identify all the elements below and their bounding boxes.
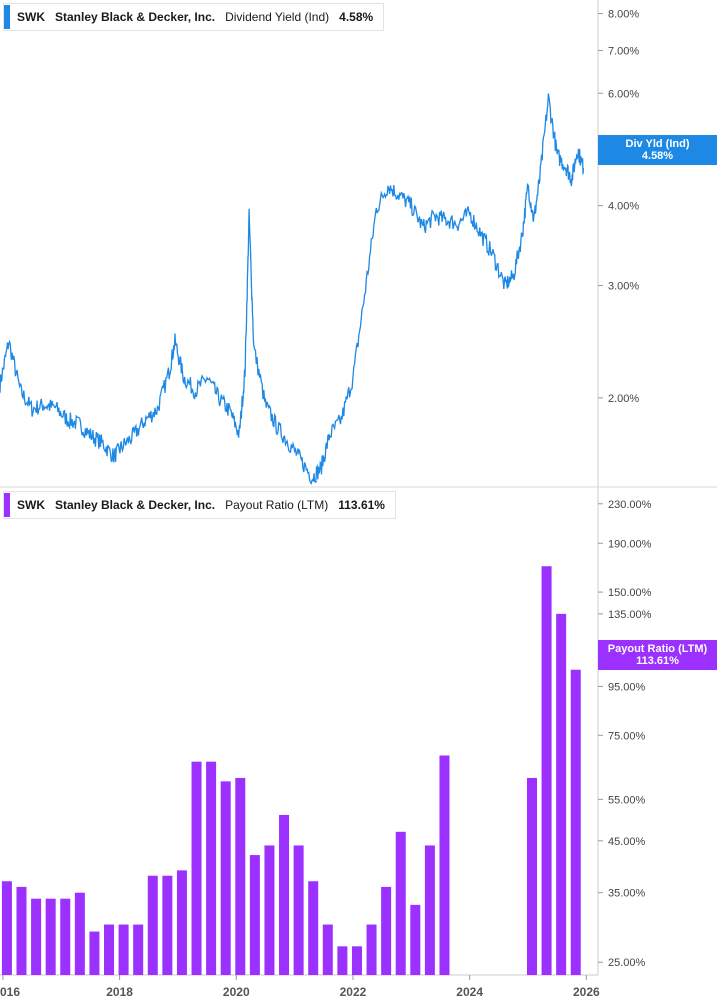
payout-ratio-bar xyxy=(176,870,187,975)
payout-ratio-bar xyxy=(191,761,202,975)
payout-ratio-bar xyxy=(74,892,85,975)
payout-ratio-bar xyxy=(89,931,100,975)
bottom-y-tick-label: 230.00% xyxy=(608,499,652,511)
top-legend-value: 4.58% xyxy=(339,10,374,24)
top-y-axis: 8.00%7.00%6.00%5.00%4.00%3.00%2.00% xyxy=(598,9,639,405)
payout-ratio-bar xyxy=(118,924,129,975)
bottom-legend-value: 113.61% xyxy=(338,498,385,512)
payout-ratio-bar xyxy=(351,946,362,975)
payout-ratio-bar xyxy=(279,814,290,975)
bottom-y-tick-label: 135.00% xyxy=(608,609,652,621)
top-tag-label: Div Yld (Ind) xyxy=(625,138,690,150)
payout-ratio-bar xyxy=(381,886,392,975)
bottom-y-tick-label: 75.00% xyxy=(608,730,646,742)
top-legend-ticker: SWK xyxy=(17,10,45,24)
top-y-tick-label: 2.00% xyxy=(608,393,639,405)
top-legend: SWK Stanley Black & Decker, Inc. Dividen… xyxy=(3,3,385,31)
payout-ratio-bar xyxy=(293,845,304,975)
bottom-legend: SWK Stanley Black & Decker, Inc. Payout … xyxy=(3,491,396,519)
x-axis: 016 2018 2020 2022 2024 2026 xyxy=(0,975,600,999)
bottom-legend-ticker: SWK xyxy=(17,498,45,512)
bottom-y-tick-label: 55.00% xyxy=(608,794,646,806)
top-y-tick-label: 8.00% xyxy=(608,9,639,21)
payout-ratio-bar xyxy=(45,898,56,975)
top-y-tick-label: 7.00% xyxy=(608,46,639,58)
payout-ratio-bar xyxy=(264,845,275,975)
top-y-tick-label: 3.00% xyxy=(608,280,639,292)
payout-ratio-bar xyxy=(249,855,260,975)
bottom-y-axis: 230.00% 190.00% 150.00% 135.00% 95.00% 75.00%… xyxy=(598,499,652,969)
payout-ratio-bar xyxy=(1,881,12,975)
payout-ratio-bar xyxy=(60,898,71,975)
bottom-legend-company: Stanley Black & Decker, Inc. xyxy=(55,498,216,512)
bottom-tag-label: Payout Ratio (LTM) xyxy=(607,643,708,655)
payout-ratio-bar xyxy=(526,777,537,975)
payout-ratio-bar xyxy=(147,875,158,975)
bottom-value-tag: Payout Ratio (LTM) 113.61% xyxy=(598,640,717,670)
x-tick-label: 2024 xyxy=(456,985,483,999)
top-y-tick-label: 4.00% xyxy=(608,201,639,213)
payout-ratio-bar xyxy=(439,755,450,975)
dividend-yield-series xyxy=(0,93,585,485)
payout-ratio-bar xyxy=(104,924,115,975)
bottom-y-tick-label: 45.00% xyxy=(608,836,646,848)
x-tick-label: 2022 xyxy=(340,985,367,999)
top-legend-company: Stanley Black & Decker, Inc. xyxy=(55,10,216,24)
payout-ratio-bar xyxy=(570,669,581,975)
x-tick-label: 016 xyxy=(0,985,20,999)
bottom-y-tick-label: 190.00% xyxy=(608,538,652,550)
payout-ratio-bar xyxy=(322,924,333,975)
bottom-y-tick-label: 150.00% xyxy=(608,587,652,599)
payout-ratio-bar xyxy=(410,904,421,975)
top-y-tick-label: 6.00% xyxy=(608,88,639,100)
x-tick-label: 2018 xyxy=(106,985,133,999)
bottom-legend-metric: Payout Ratio (LTM) xyxy=(225,498,329,512)
payout-ratio-bar xyxy=(162,875,173,975)
payout-ratio-bar xyxy=(366,924,377,975)
bottom-legend-swatch xyxy=(4,493,10,517)
payout-ratio-bar xyxy=(541,566,552,975)
payout-ratio-bar xyxy=(235,777,246,975)
top-legend-metric: Dividend Yield (Ind) xyxy=(225,10,330,24)
payout-ratio-bar xyxy=(16,886,27,975)
x-tick-label: 2020 xyxy=(223,985,250,999)
payout-ratio-bar xyxy=(308,881,319,975)
payout-ratio-bar xyxy=(337,946,348,975)
payout-ratio-bar xyxy=(133,924,144,975)
bottom-tag-value: 113.61% xyxy=(636,655,679,667)
top-tag-value: 4.58% xyxy=(641,150,674,162)
payout-ratio-bar xyxy=(206,761,217,975)
top-value-tag: Div Yld (Ind) 4.58% xyxy=(598,135,717,165)
payout-ratio-bar xyxy=(424,845,435,975)
payout-ratio-bar xyxy=(556,613,567,975)
payout-ratio-series xyxy=(1,566,581,975)
payout-ratio-bar xyxy=(395,831,406,975)
top-legend-swatch xyxy=(4,5,10,29)
payout-ratio-bar xyxy=(220,781,231,975)
bottom-y-tick-label: 95.00% xyxy=(608,681,646,693)
payout-ratio-bar xyxy=(31,898,42,975)
bottom-y-tick-label: 35.00% xyxy=(608,888,646,900)
dividend-yield-line xyxy=(0,93,585,485)
x-tick-label: 2026 xyxy=(573,985,600,999)
bottom-y-tick-label: 25.00% xyxy=(608,957,646,969)
